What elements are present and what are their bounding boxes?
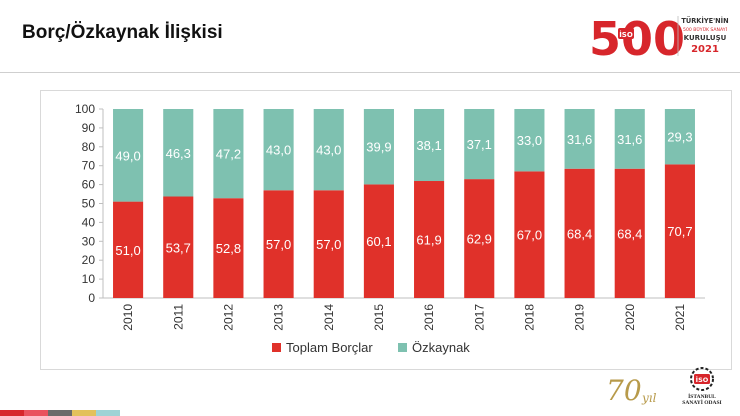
data-label: 53,7	[166, 240, 191, 255]
bar-ozkaynak	[113, 109, 144, 202]
x-tick-label: 2018	[522, 304, 536, 331]
footer-color-strip	[0, 410, 120, 416]
logo-500-line3: KURULUŞU	[684, 34, 727, 42]
footer-strip-segment	[72, 410, 96, 416]
data-label: 68,4	[617, 226, 642, 241]
data-label: 61,9	[416, 233, 441, 248]
x-tick-label: 2020	[623, 304, 637, 331]
logo-500-year: 2021	[691, 44, 719, 55]
data-label: 57,0	[266, 237, 291, 252]
x-tick-label: 2021	[673, 304, 687, 331]
bar-ozkaynak	[564, 109, 595, 169]
y-tick-label: 0	[88, 291, 95, 305]
bar-toplam-borclar	[113, 201, 144, 298]
data-label: 60,1	[366, 234, 391, 249]
y-tick-label: 20	[82, 253, 96, 267]
iso-emblem-icon: İSO	[690, 367, 714, 391]
data-label: 62,9	[467, 232, 492, 247]
footer-strip-segment	[0, 410, 24, 416]
data-label: 68,4	[567, 226, 592, 241]
iso-badge: İSO	[696, 375, 709, 384]
bar-ozkaynak	[614, 109, 645, 169]
iso-line2: SANAYİ ODASI	[682, 400, 722, 406]
data-label: 43,0	[266, 143, 291, 158]
bar-ozkaynak	[464, 109, 495, 180]
data-label: 51,0	[115, 243, 140, 258]
bar-toplam-borclar	[514, 171, 545, 298]
header-divider	[0, 72, 740, 73]
y-tick-label: 70	[82, 159, 96, 173]
data-label: 33,0	[517, 133, 542, 148]
y-tick-label: 30	[82, 234, 96, 248]
logo-500-buyuk-sanayi: 500 İSO TÜRKİYE'NİN 500 BÜYÜK SANAYİ KUR…	[589, 12, 729, 66]
logo-70-number: 70	[606, 374, 642, 407]
y-tick-label: 80	[82, 140, 96, 154]
x-tick-label: 2019	[573, 304, 587, 331]
data-label: 37,1	[467, 137, 492, 152]
data-label: 47,2	[216, 147, 241, 162]
bar-toplam-borclar	[163, 196, 194, 298]
data-label: 57,0	[316, 237, 341, 252]
x-tick-label: 2017	[472, 304, 486, 331]
bar-toplam-borclar	[363, 184, 394, 298]
legend-label-ozkaynak: Özkaynak	[412, 340, 470, 355]
bar-ozkaynak	[263, 109, 294, 191]
legend-label-toplam-borclar: Toplam Borçlar	[286, 340, 373, 355]
bar-toplam-borclar	[464, 179, 495, 298]
bar-toplam-borclar	[664, 164, 695, 298]
bar-ozkaynak	[664, 109, 695, 165]
data-label: 31,6	[567, 132, 592, 147]
x-tick-label: 2015	[372, 304, 386, 331]
logo-500-number: 500	[589, 12, 685, 66]
bar-toplam-borclar	[414, 181, 445, 298]
bar-toplam-borclar	[313, 190, 344, 298]
y-tick-label: 100	[75, 102, 95, 116]
logo-500-line2: 500 BÜYÜK SANAYİ	[683, 26, 727, 33]
bar-ozkaynak	[163, 109, 194, 197]
bar-toplam-borclar	[263, 190, 294, 298]
data-label: 49,0	[115, 148, 140, 163]
data-label: 70,7	[667, 224, 692, 239]
bar-toplam-borclar	[614, 168, 645, 298]
logo-500-badge: İSO	[619, 30, 633, 39]
stacked-bar-chart: 0 10 20 30 40 50 60 70 80 90 100 51,0 49,0 2010 53,7 46…	[75, 102, 705, 355]
y-tick-label: 60	[82, 178, 96, 192]
data-label: 31,6	[617, 132, 642, 147]
bar-toplam-borclar	[564, 168, 595, 298]
logo-70-yil: 70 yıl	[606, 374, 657, 407]
x-tick-label: 2016	[422, 304, 436, 331]
istanbul-sanayi-odasi-logo: İSO İSTANBUL SANAYİ ODASI	[672, 366, 732, 412]
logo-70-suffix: yıl	[641, 391, 657, 405]
bar-toplam-borclar	[213, 198, 244, 298]
y-tick-label: 90	[82, 121, 96, 135]
bar-ozkaynak	[213, 109, 244, 199]
page-title: Borç/Özkaynak İlişkisi	[22, 22, 223, 43]
bar-ozkaynak	[414, 109, 445, 182]
iso-line1: İSTANBUL	[688, 394, 716, 400]
x-tick-label: 2012	[221, 304, 235, 331]
x-tick-label: 2014	[322, 304, 336, 331]
legend-swatch-toplam-borclar	[272, 343, 281, 352]
data-label: 52,8	[216, 241, 241, 256]
x-tick-label: 2010	[121, 304, 135, 331]
data-label: 46,3	[166, 146, 191, 161]
bar-ozkaynak	[514, 109, 545, 172]
data-label: 67,0	[517, 228, 542, 243]
y-tick-label: 10	[82, 272, 96, 286]
logo-500-line1: TÜRKİYE'NİN	[681, 16, 728, 25]
data-label: 39,9	[366, 140, 391, 155]
data-label: 29,3	[667, 130, 692, 145]
y-tick-label: 50	[82, 197, 96, 211]
data-label: 43,0	[316, 143, 341, 158]
bar-ozkaynak	[313, 109, 344, 191]
footer-strip-segment	[24, 410, 48, 416]
legend-swatch-ozkaynak	[398, 343, 407, 352]
x-tick-label: 2011	[171, 304, 185, 330]
y-tick-label: 40	[82, 215, 96, 229]
bar-ozkaynak	[363, 109, 394, 185]
footer-strip-segment	[48, 410, 72, 416]
footer-strip-segment	[96, 410, 120, 416]
x-tick-label: 2013	[272, 304, 286, 331]
data-label: 38,1	[416, 138, 441, 153]
